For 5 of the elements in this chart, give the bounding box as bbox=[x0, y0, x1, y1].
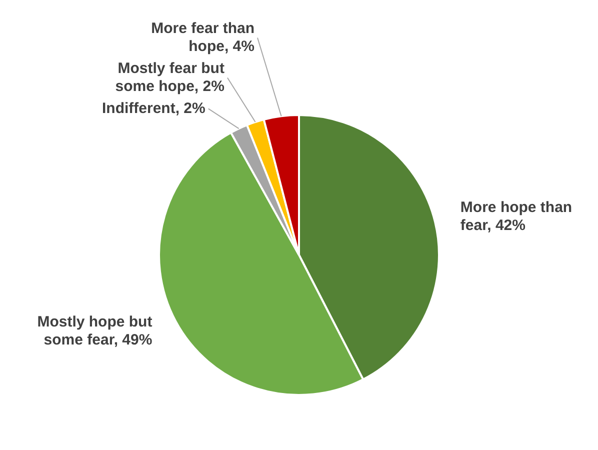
slice-label: More fear than hope, 4% bbox=[151, 20, 254, 55]
slice-label: Mostly hope but some fear, 49% bbox=[37, 314, 152, 349]
slice-label: Mostly fear but some hope, 2% bbox=[115, 60, 224, 95]
slice-label: More hope than fear, 42% bbox=[460, 198, 572, 234]
slice-label: Indifferent, 2% bbox=[102, 100, 206, 117]
